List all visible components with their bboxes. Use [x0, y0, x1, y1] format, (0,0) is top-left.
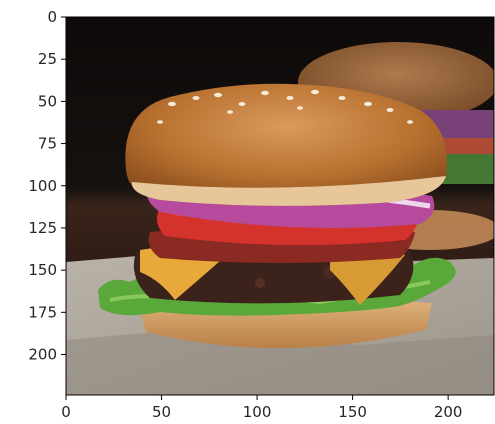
axes-frame — [65, 16, 495, 396]
y-tick-label: 25 — [38, 50, 57, 68]
y-tick-label: 175 — [28, 303, 57, 321]
x-tick-label: 50 — [152, 403, 171, 421]
y-tick-label: 200 — [28, 346, 57, 364]
y-tick-label: 100 — [28, 177, 57, 195]
y-tick-label: 0 — [47, 8, 57, 26]
x-tick-label: 100 — [243, 403, 272, 421]
x-tick-label: 0 — [61, 403, 71, 421]
x-tick-label: 200 — [434, 403, 463, 421]
y-tick-label: 125 — [28, 219, 57, 237]
y-tick-label: 50 — [38, 92, 57, 110]
x-tick-label: 150 — [338, 403, 367, 421]
y-tick-label: 75 — [38, 135, 57, 153]
y-tick-label: 150 — [28, 261, 57, 279]
hamburger-image — [66, 17, 494, 395]
